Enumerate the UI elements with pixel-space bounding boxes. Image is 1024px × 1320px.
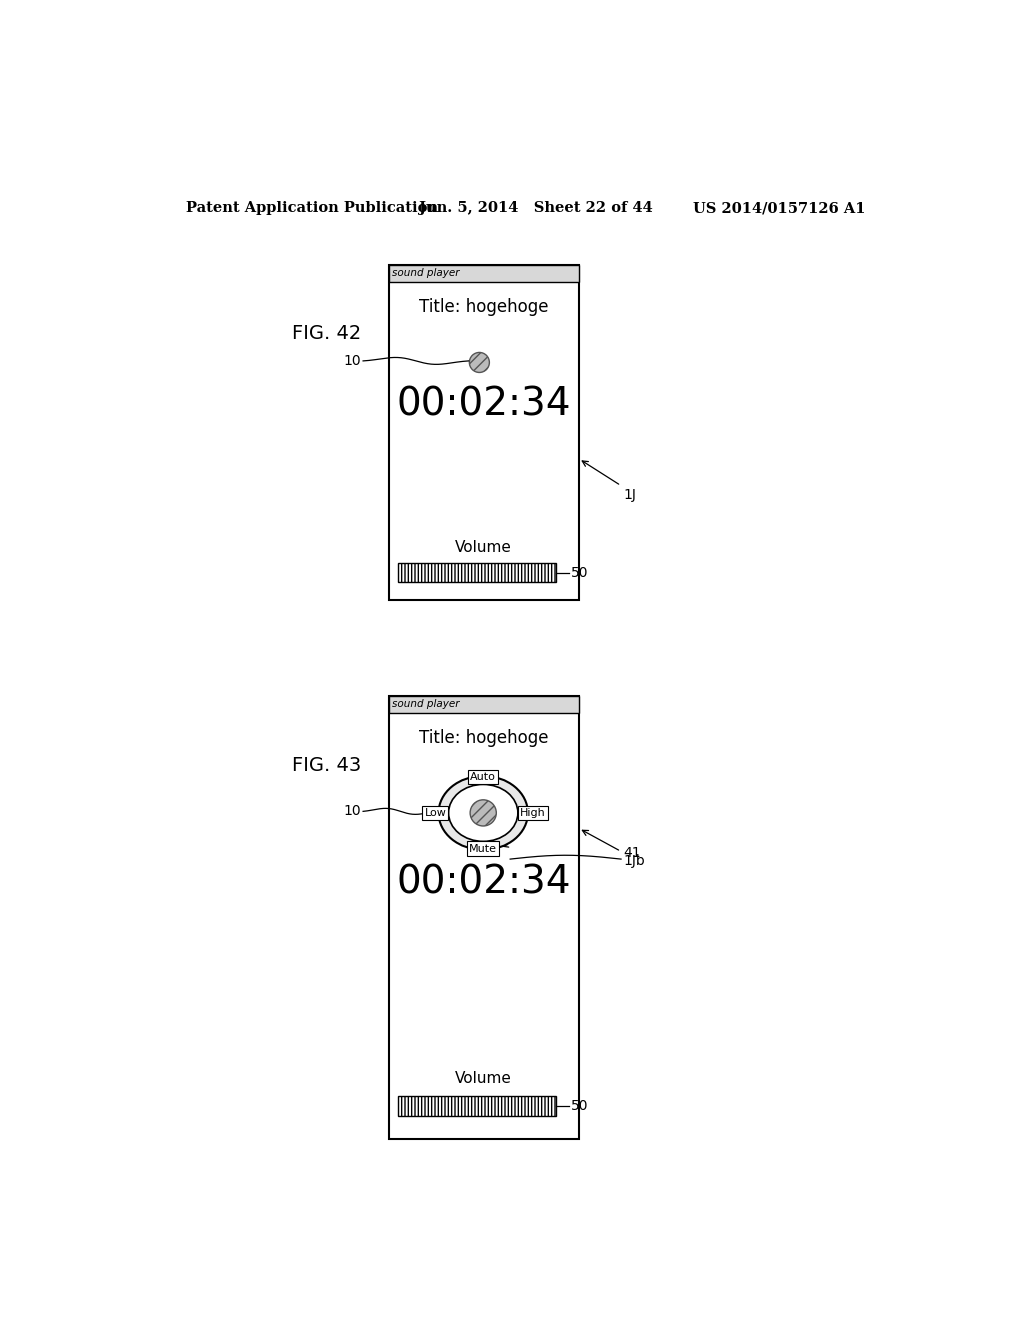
Text: 50: 50 bbox=[571, 1098, 589, 1113]
Bar bbox=[397, 562, 556, 582]
Text: Jun. 5, 2014   Sheet 22 of 44: Jun. 5, 2014 Sheet 22 of 44 bbox=[419, 202, 653, 215]
Ellipse shape bbox=[438, 776, 528, 850]
Text: 41: 41 bbox=[624, 846, 641, 859]
Text: Volume: Volume bbox=[455, 540, 512, 554]
Text: Mute: Mute bbox=[469, 843, 498, 854]
Bar bbox=[397, 1096, 556, 1115]
Text: Auto: Auto bbox=[470, 772, 497, 781]
Text: Volume: Volume bbox=[455, 1071, 512, 1086]
Bar bbox=[388, 264, 579, 281]
Circle shape bbox=[470, 800, 497, 826]
Text: 50: 50 bbox=[571, 566, 589, 579]
Text: US 2014/0157126 A1: US 2014/0157126 A1 bbox=[692, 202, 865, 215]
Text: Title: hogehoge: Title: hogehoge bbox=[419, 729, 549, 747]
Text: FIG. 42: FIG. 42 bbox=[292, 325, 361, 343]
Ellipse shape bbox=[449, 784, 518, 841]
Text: sound player: sound player bbox=[392, 700, 460, 709]
Text: 1J: 1J bbox=[624, 488, 636, 502]
Text: 1Jb: 1Jb bbox=[624, 854, 645, 867]
Bar bbox=[388, 696, 579, 1139]
Bar bbox=[388, 265, 579, 599]
Text: 00:02:34: 00:02:34 bbox=[396, 385, 570, 424]
Text: sound player: sound player bbox=[392, 268, 460, 279]
Text: FIG. 43: FIG. 43 bbox=[292, 755, 361, 775]
Circle shape bbox=[469, 352, 489, 372]
Text: 10: 10 bbox=[343, 354, 360, 368]
Text: High: High bbox=[520, 808, 546, 818]
Text: Title: hogehoge: Title: hogehoge bbox=[419, 298, 549, 315]
Text: 00:02:34: 00:02:34 bbox=[396, 863, 570, 902]
Text: Patent Application Publication: Patent Application Publication bbox=[186, 202, 438, 215]
Bar bbox=[388, 696, 579, 713]
Text: Low: Low bbox=[424, 808, 446, 818]
Text: 10: 10 bbox=[343, 804, 360, 818]
